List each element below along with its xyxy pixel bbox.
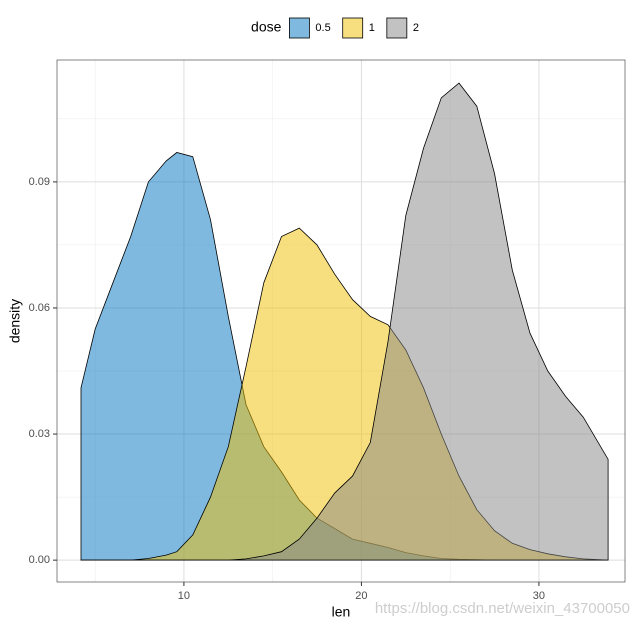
y-tick-label: 0.09 bbox=[29, 176, 50, 188]
x-tick-label: 20 bbox=[355, 590, 367, 602]
legend-label: 2 bbox=[413, 22, 419, 34]
density-area bbox=[80, 82, 609, 561]
x-tick-label: 10 bbox=[178, 590, 190, 602]
y-tick-label: 0.00 bbox=[29, 554, 50, 566]
y-tick-label: 0.03 bbox=[29, 428, 50, 440]
x-axis-title: len bbox=[332, 604, 351, 620]
legend-key bbox=[342, 17, 364, 39]
legend-label: 1 bbox=[369, 22, 375, 34]
y-axis-title: density bbox=[7, 299, 23, 343]
legend-title: dose bbox=[251, 19, 282, 35]
legend-label: 0.5 bbox=[315, 22, 330, 34]
watermark: https://blog.csdn.net/weixin_43700050 bbox=[375, 600, 630, 617]
y-tick-label: 0.06 bbox=[29, 302, 50, 314]
legend-key bbox=[386, 17, 408, 39]
x-tick-label: 30 bbox=[533, 590, 545, 602]
panel-border bbox=[56, 59, 626, 583]
legend-key bbox=[289, 17, 310, 39]
